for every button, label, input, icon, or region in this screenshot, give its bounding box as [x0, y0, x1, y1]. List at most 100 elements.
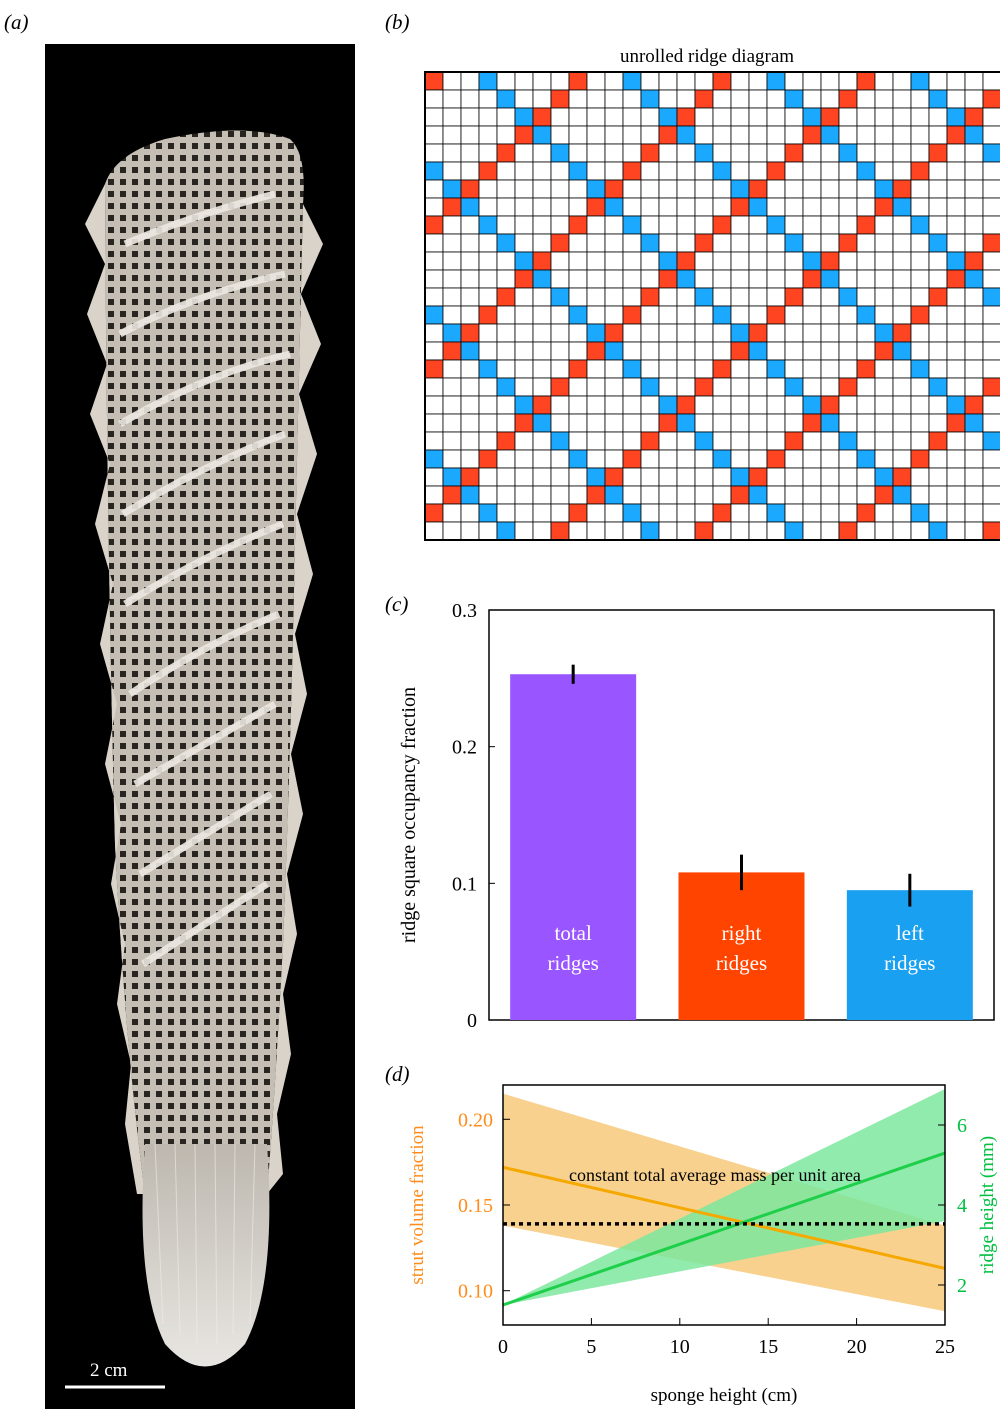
grid-cell — [532, 305, 552, 325]
grid-cell — [532, 269, 552, 289]
grid-cell — [838, 287, 858, 307]
grid-cell — [586, 413, 606, 433]
grid-cell — [676, 521, 696, 541]
grid-cell — [892, 467, 912, 487]
grid-cell — [730, 179, 750, 199]
bar — [846, 890, 973, 1020]
grid-cell — [802, 233, 822, 253]
grid-cell — [892, 449, 912, 469]
grid-cell — [640, 305, 660, 325]
grid-cell — [640, 521, 660, 541]
grid-cell — [604, 485, 624, 505]
grid-cell — [964, 215, 984, 235]
grid-cell — [658, 305, 678, 325]
grid-cell — [910, 305, 930, 325]
grid-cell — [928, 125, 948, 145]
grid-cell — [676, 413, 696, 433]
grid-cell — [802, 269, 822, 289]
grid-cell — [910, 521, 930, 541]
grid-cell — [820, 449, 840, 469]
grid-cell — [784, 161, 804, 181]
grid-cell — [982, 125, 1000, 145]
grid-cell — [586, 161, 606, 181]
grid-cell — [604, 161, 624, 181]
grid-cell — [748, 431, 768, 451]
grid-cell — [748, 467, 768, 487]
grid-cell — [946, 467, 966, 487]
grid-cell — [874, 431, 894, 451]
grid-cell — [568, 179, 588, 199]
grid-cell — [478, 521, 498, 541]
grid-cell — [460, 179, 480, 199]
grid-cell — [982, 179, 1000, 199]
panel-label-c-text: (c) — [385, 592, 409, 616]
grid-cell — [586, 107, 606, 127]
grid-cell — [424, 485, 444, 505]
grid-cell — [424, 107, 444, 127]
grid-cell — [820, 341, 840, 361]
grid-cell — [694, 341, 714, 361]
grid-cell — [640, 377, 660, 397]
grid-cell — [550, 233, 570, 253]
grid-cell — [496, 323, 516, 343]
grid-cell — [550, 323, 570, 343]
grid-cell — [910, 107, 930, 127]
grid-cell — [694, 233, 714, 253]
grid-cell — [460, 377, 480, 397]
grid-cell — [712, 89, 732, 109]
grid-cell — [946, 359, 966, 379]
grid-cell — [442, 449, 462, 469]
grid-cell — [460, 521, 480, 541]
grid-cell — [568, 377, 588, 397]
grid-cell — [640, 323, 660, 343]
grid-cell — [622, 413, 642, 433]
grid-cell — [676, 143, 696, 163]
grid-cell — [424, 341, 444, 361]
grid-cell — [928, 233, 948, 253]
grid-cell — [478, 107, 498, 127]
grid-cell — [478, 125, 498, 145]
grid-cell — [622, 143, 642, 163]
grid-cell — [676, 71, 696, 91]
grid-cell — [568, 449, 588, 469]
grid-cell — [784, 71, 804, 91]
grid-cell — [496, 449, 516, 469]
grid-cell — [586, 305, 606, 325]
grid-cell — [892, 341, 912, 361]
grid-cell — [820, 71, 840, 91]
grid-cell — [424, 197, 444, 217]
grid-cell — [586, 467, 606, 487]
grid-cell — [604, 467, 624, 487]
grid-cell — [442, 215, 462, 235]
grid-cell — [424, 89, 444, 109]
grid-cell — [982, 485, 1000, 505]
grid-cell — [622, 233, 642, 253]
grid-cell — [802, 287, 822, 307]
grid-cell — [766, 71, 786, 91]
grid-cell — [514, 107, 534, 127]
bar-y-tick-label: 0.1 — [452, 873, 477, 895]
grid-cell — [982, 467, 1000, 487]
grid-cell — [730, 233, 750, 253]
grid-cell — [532, 215, 552, 235]
grid-cell — [712, 431, 732, 451]
grid-cell — [532, 287, 552, 307]
grid-cell — [604, 323, 624, 343]
grid-cell — [928, 413, 948, 433]
grid-cell — [640, 161, 660, 181]
grid-cell — [856, 431, 876, 451]
grid-cell — [766, 323, 786, 343]
grid-cell — [892, 323, 912, 343]
grid-cell — [838, 395, 858, 415]
grid-cell — [532, 179, 552, 199]
grid-cell — [478, 233, 498, 253]
grid-cell — [604, 251, 624, 271]
grid-cell — [982, 431, 1000, 451]
grid-cell — [784, 269, 804, 289]
panel-label-a: (a) — [4, 10, 29, 35]
grid-cell — [622, 395, 642, 415]
grid-cell — [784, 377, 804, 397]
grid-cell — [784, 323, 804, 343]
grid-cell — [892, 413, 912, 433]
grid-cell — [622, 503, 642, 523]
